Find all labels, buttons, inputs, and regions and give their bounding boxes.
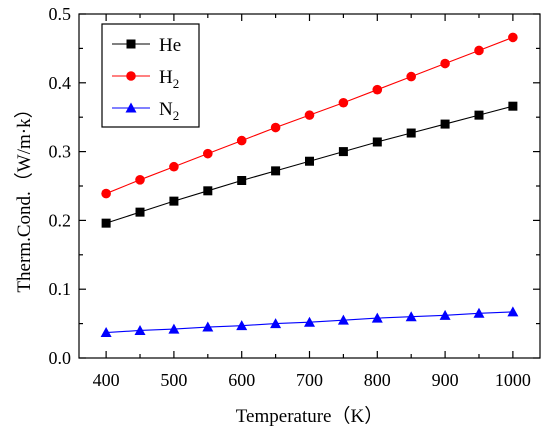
- data-point-he: [169, 196, 179, 206]
- data-point-n2: [168, 323, 180, 334]
- y-tick-label: 0.3: [49, 142, 72, 162]
- data-point-n2: [507, 306, 519, 317]
- data-point-h2: [135, 175, 145, 185]
- data-point-h2: [304, 110, 315, 120]
- y-tick-label: 0.4: [49, 73, 72, 93]
- data-point-he: [508, 101, 518, 111]
- legend-label-base: H: [159, 67, 173, 88]
- data-point-h2: [338, 97, 349, 108]
- x-tick-label: 600: [228, 370, 255, 390]
- x-tick-label: 500: [160, 370, 187, 390]
- data-point-n2: [371, 312, 383, 323]
- data-point-he: [271, 166, 281, 176]
- series-layer: [100, 32, 519, 338]
- data-point-h2: [372, 84, 383, 95]
- legend-label-he: He: [159, 35, 181, 56]
- data-point-h2: [508, 32, 518, 43]
- data-point-he: [406, 128, 416, 138]
- data-point-he: [305, 156, 314, 166]
- x-axis-title: Temperature（K）: [236, 405, 383, 427]
- data-point-he: [440, 119, 450, 129]
- legend-label-h2: H2: [159, 67, 179, 91]
- legend-label-subscript: 2: [173, 76, 180, 91]
- y-axis-title: Therm.Cond.（W/m·k）: [13, 99, 35, 292]
- y-tick-label: 0.0: [49, 348, 72, 368]
- data-point-he: [338, 147, 348, 157]
- data-point-n2: [236, 320, 248, 331]
- data-point-h2: [270, 122, 281, 133]
- data-point-n2: [473, 307, 485, 318]
- data-point-h2: [101, 188, 111, 199]
- data-point-h2: [406, 71, 416, 82]
- data-point-n2: [134, 324, 146, 335]
- series-h2: [101, 32, 518, 199]
- legend-item-n2: N2: [112, 99, 179, 123]
- legend-label-n2: N2: [159, 99, 179, 123]
- x-tick-label: 400: [93, 370, 120, 390]
- data-point-n2: [270, 318, 282, 329]
- series-he: [101, 101, 518, 228]
- legend-item-he: He: [112, 35, 181, 56]
- data-point-h2: [203, 148, 213, 159]
- data-point-n2: [337, 314, 349, 325]
- legend-label-base: N: [159, 99, 173, 120]
- data-point-n2: [439, 309, 451, 320]
- y-tick-label: 0.1: [49, 279, 72, 299]
- x-tick-label: 900: [432, 370, 459, 390]
- legend-marker-n2: [125, 102, 137, 113]
- data-point-h2: [236, 135, 247, 146]
- data-point-he: [135, 207, 145, 217]
- legend-marker-he: [126, 39, 136, 49]
- x-tick-label: 700: [296, 370, 323, 390]
- legend-label-subscript: 2: [173, 108, 180, 123]
- data-point-h2: [474, 45, 484, 56]
- data-point-he: [474, 110, 484, 120]
- data-point-n2: [304, 316, 315, 327]
- x-tick-label: 800: [364, 370, 391, 390]
- x-axis: 400 500 600 700 800 900 1000: [93, 14, 531, 390]
- legend-label-base: He: [159, 35, 181, 56]
- data-point-he: [101, 218, 111, 228]
- data-point-h2: [440, 58, 450, 69]
- y-tick-label: 0.2: [49, 210, 72, 230]
- data-point-n2: [100, 327, 112, 338]
- y-axis: 0.0 0.1 0.2 0.3 0.4 0.5: [49, 4, 540, 368]
- legend-marker-h2: [126, 71, 136, 81]
- series-n2: [100, 306, 519, 338]
- legend-item-h2: H2: [112, 67, 179, 91]
- data-point-he: [372, 137, 382, 147]
- y-tick-label: 0.5: [49, 4, 72, 24]
- data-point-he: [203, 186, 213, 196]
- data-point-he: [237, 175, 247, 185]
- data-point-h2: [169, 161, 179, 172]
- data-point-n2: [202, 321, 214, 332]
- x-tick-label: 1000: [495, 370, 531, 390]
- data-point-n2: [405, 311, 417, 322]
